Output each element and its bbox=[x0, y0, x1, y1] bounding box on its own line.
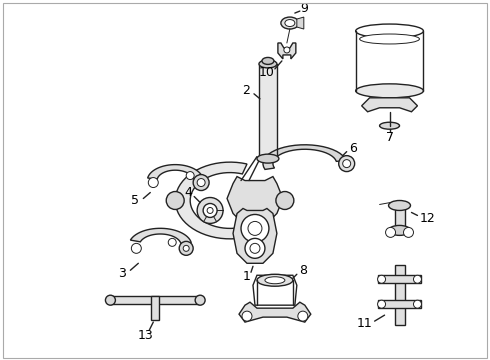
Ellipse shape bbox=[257, 154, 279, 163]
Ellipse shape bbox=[285, 19, 295, 27]
Circle shape bbox=[197, 179, 205, 186]
Circle shape bbox=[378, 300, 386, 308]
Polygon shape bbox=[378, 275, 421, 283]
Ellipse shape bbox=[389, 201, 411, 211]
Ellipse shape bbox=[262, 58, 274, 64]
Polygon shape bbox=[253, 275, 297, 305]
Polygon shape bbox=[147, 165, 203, 179]
Polygon shape bbox=[263, 145, 346, 170]
Circle shape bbox=[242, 311, 252, 321]
Polygon shape bbox=[233, 208, 277, 263]
Text: 8: 8 bbox=[299, 264, 307, 277]
Circle shape bbox=[168, 238, 176, 246]
Polygon shape bbox=[151, 296, 159, 320]
Text: 7: 7 bbox=[386, 131, 393, 144]
Ellipse shape bbox=[360, 34, 419, 44]
Ellipse shape bbox=[281, 17, 299, 29]
Text: 4: 4 bbox=[184, 186, 192, 199]
Circle shape bbox=[148, 177, 158, 188]
Ellipse shape bbox=[265, 277, 285, 284]
Ellipse shape bbox=[389, 225, 411, 235]
Circle shape bbox=[414, 300, 421, 308]
Polygon shape bbox=[378, 300, 421, 308]
Circle shape bbox=[193, 175, 209, 190]
Polygon shape bbox=[175, 162, 247, 239]
Circle shape bbox=[386, 228, 395, 237]
Ellipse shape bbox=[380, 122, 399, 129]
Circle shape bbox=[183, 246, 189, 251]
Polygon shape bbox=[130, 228, 191, 244]
Ellipse shape bbox=[259, 60, 277, 68]
Text: 5: 5 bbox=[131, 194, 139, 207]
Text: 6: 6 bbox=[349, 142, 357, 155]
Text: 9: 9 bbox=[300, 1, 308, 15]
Polygon shape bbox=[362, 98, 417, 112]
Polygon shape bbox=[227, 176, 283, 224]
Polygon shape bbox=[239, 302, 311, 322]
Ellipse shape bbox=[356, 84, 423, 98]
Text: 10: 10 bbox=[259, 66, 275, 80]
Circle shape bbox=[378, 275, 386, 283]
Circle shape bbox=[241, 215, 269, 242]
Circle shape bbox=[245, 238, 265, 258]
Polygon shape bbox=[394, 265, 405, 325]
Circle shape bbox=[105, 295, 116, 305]
Ellipse shape bbox=[257, 274, 293, 286]
Polygon shape bbox=[297, 17, 304, 29]
Text: 13: 13 bbox=[137, 329, 153, 342]
Polygon shape bbox=[110, 296, 200, 304]
Text: 11: 11 bbox=[357, 316, 372, 330]
Text: 2: 2 bbox=[242, 84, 250, 97]
Circle shape bbox=[276, 192, 294, 210]
Circle shape bbox=[248, 221, 262, 235]
Polygon shape bbox=[394, 206, 405, 230]
Circle shape bbox=[414, 275, 421, 283]
Circle shape bbox=[203, 203, 217, 217]
Circle shape bbox=[298, 311, 308, 321]
Circle shape bbox=[250, 243, 260, 253]
Text: 12: 12 bbox=[419, 212, 435, 225]
Circle shape bbox=[343, 159, 351, 168]
Text: 1: 1 bbox=[243, 270, 251, 283]
Circle shape bbox=[197, 198, 223, 224]
Circle shape bbox=[284, 47, 290, 53]
Circle shape bbox=[207, 207, 213, 213]
Circle shape bbox=[403, 228, 414, 237]
Circle shape bbox=[195, 295, 205, 305]
Circle shape bbox=[131, 243, 141, 253]
Circle shape bbox=[179, 241, 193, 255]
Ellipse shape bbox=[356, 24, 423, 38]
Circle shape bbox=[339, 156, 355, 172]
Circle shape bbox=[166, 192, 184, 210]
Text: 3: 3 bbox=[119, 267, 126, 280]
Circle shape bbox=[186, 172, 194, 180]
Polygon shape bbox=[356, 31, 423, 91]
Polygon shape bbox=[259, 64, 277, 159]
Polygon shape bbox=[278, 43, 296, 59]
